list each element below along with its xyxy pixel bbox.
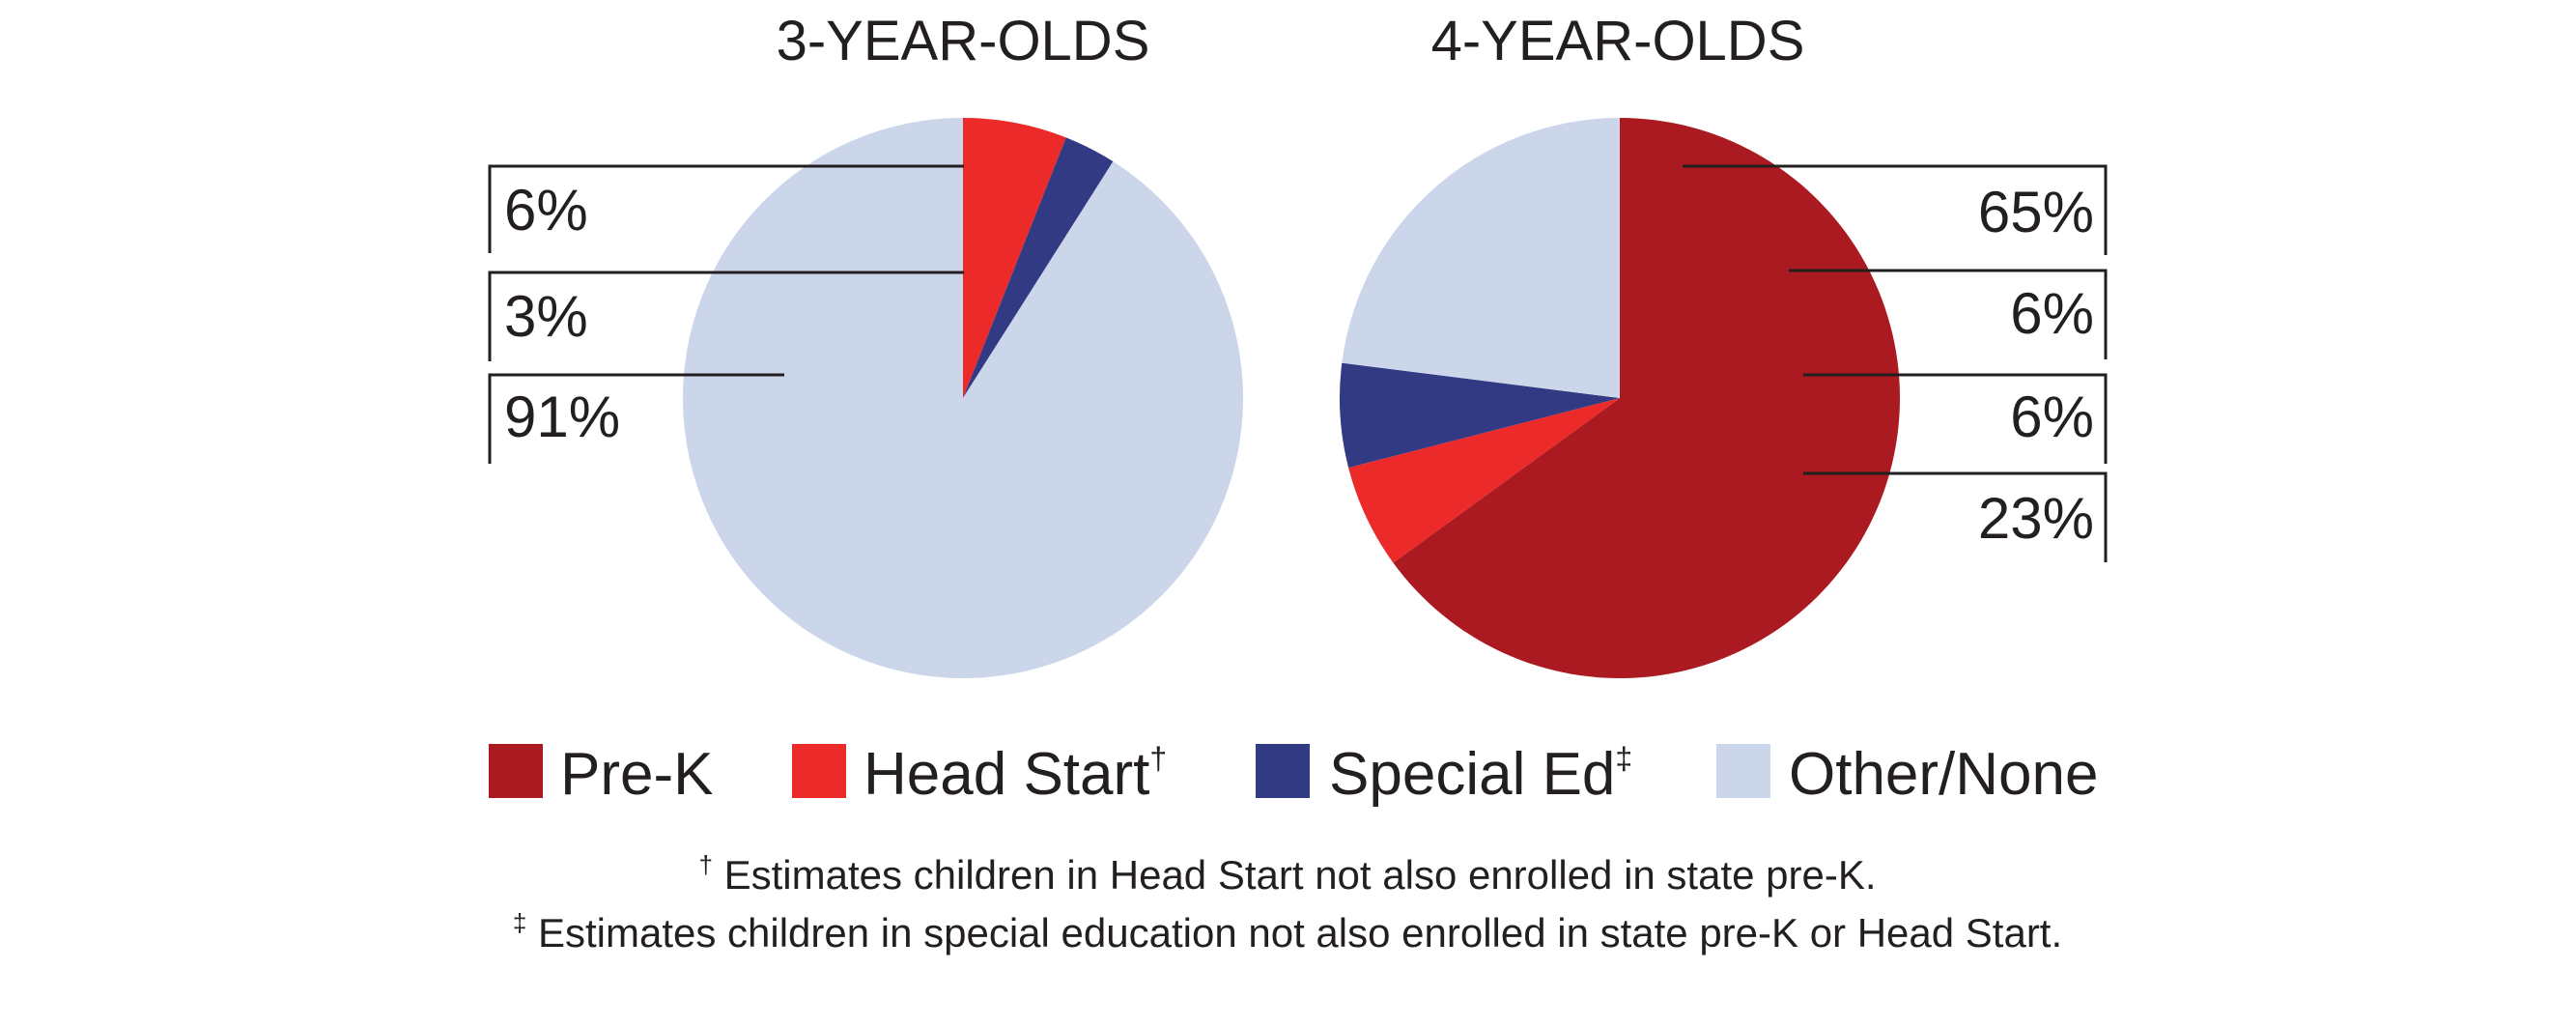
pie-slice-4yo-head-start: [1348, 398, 1620, 563]
pie-slice-3yo-head-start: [963, 118, 1066, 398]
labels-3-year-olds: 6% 3% 91%: [488, 164, 964, 464]
pie-slice-4yo-other-none: [1342, 117, 1620, 399]
chart-title-4-year-olds: 4-YEAR-OLDS: [1431, 10, 1805, 72]
leader-line-4yo-head-start: [1789, 269, 2108, 359]
leader-line-4yo-pre-k: [1683, 164, 2108, 255]
pie-4-year-olds: [1340, 117, 1901, 678]
legend-swatch-pre-k: [489, 744, 543, 798]
data-label-3yo-special-ed: 3%: [504, 284, 588, 349]
pie-slice-4yo-special-ed: [1340, 362, 1620, 469]
legend-swatch-head-start: [792, 744, 846, 798]
leader-line-4yo-other-none: [1803, 471, 2108, 562]
pie-slice-3yo-other-none: [683, 118, 1244, 678]
data-label-4yo-head-start: 6%: [2010, 281, 2094, 346]
leader-line-3yo-other-none: [488, 373, 784, 464]
data-label-4yo-other-none: 23%: [1978, 486, 2094, 551]
leader-line-4yo-special-ed: [1803, 373, 2108, 464]
pie-slice-4yo-pre-k: [1393, 118, 1901, 678]
legend-label-head-start: Head Start†: [863, 741, 1167, 808]
data-label-3yo-head-start: 6%: [504, 178, 588, 242]
legend-label-pre-k: Pre-K: [560, 741, 713, 808]
legend: Pre-K Head Start† Special Ed‡ Other/None: [489, 741, 2099, 808]
legend-swatch-other-none: [1716, 744, 1770, 798]
pie-slice-3yo-special-ed: [963, 137, 1114, 399]
pie-3-year-olds: [683, 118, 1244, 678]
labels-4-year-olds: 65% 6% 6% 23%: [1683, 164, 2108, 562]
data-label-3yo-other-none: 91%: [504, 385, 620, 449]
leader-line-3yo-head-start: [488, 164, 964, 253]
data-label-4yo-pre-k: 65%: [1978, 180, 2094, 244]
legend-label-other-none: Other/None: [1789, 741, 2099, 808]
data-label-4yo-special-ed: 6%: [2010, 385, 2094, 449]
footnote-dagger: † Estimates children in Head Start not a…: [698, 850, 1876, 898]
legend-swatch-special-ed: [1256, 744, 1310, 798]
legend-label-special-ed: Special Ed‡: [1329, 741, 1632, 808]
footnote-double-dagger: ‡ Estimates children in special educatio…: [513, 908, 2062, 956]
leader-line-3yo-special-ed: [488, 271, 964, 361]
chart-title-3-year-olds: 3-YEAR-OLDS: [777, 10, 1150, 72]
